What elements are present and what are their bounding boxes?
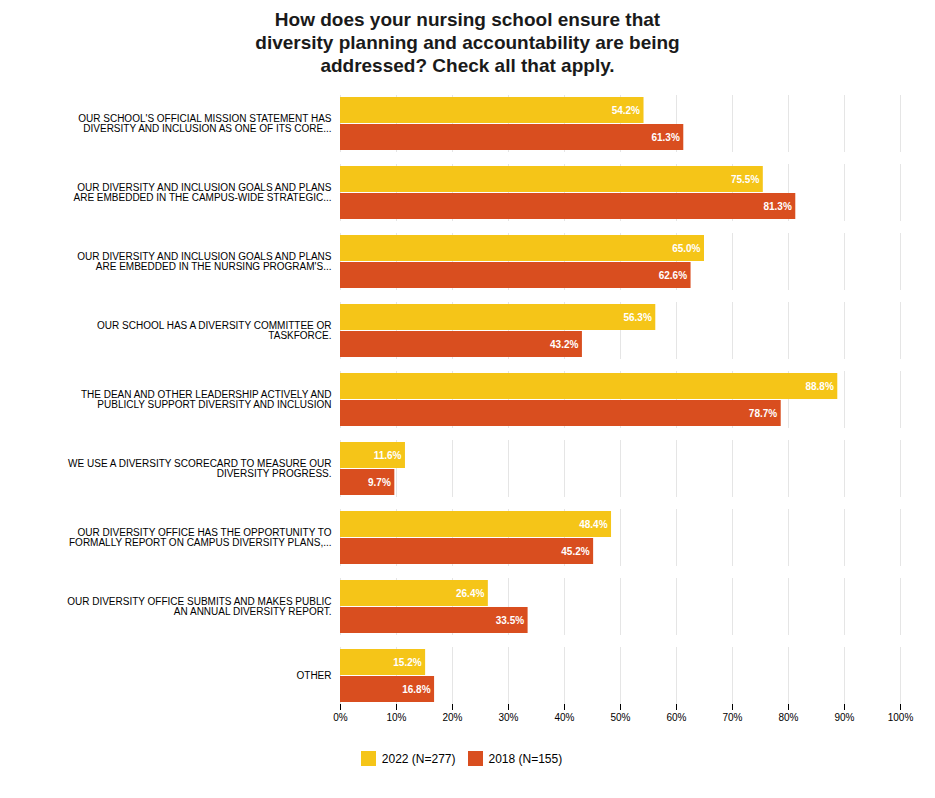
svg-text:0%: 0% [333, 712, 348, 723]
svg-text:20%: 20% [442, 712, 462, 723]
svg-text:100%: 100% [888, 712, 914, 723]
svg-text:56.3%: 56.3% [623, 312, 651, 323]
svg-text:70%: 70% [722, 712, 742, 723]
svg-text:81.3%: 81.3% [763, 201, 791, 212]
svg-text:78.7%: 78.7% [749, 408, 777, 419]
svg-text:65.0%: 65.0% [672, 243, 700, 254]
svg-text:OTHER: OTHER [297, 670, 332, 681]
svg-text:11.6%: 11.6% [374, 450, 402, 461]
svg-text:OUR SCHOOL HAS A DIVERSITY COM: OUR SCHOOL HAS A DIVERSITY COMMITTEE ORT… [97, 320, 331, 341]
html-text:2018 (N=155): 2018 (N=155) [488, 751, 563, 766]
svg-text:OUR DIVERSITY OFFICE HAS THE O: OUR DIVERSITY OFFICE HAS THE OPPORTUNITY… [69, 527, 332, 548]
svg-text:10%: 10% [386, 712, 406, 723]
svg-text:33.5%: 33.5% [496, 615, 524, 626]
svg-text:OUR SCHOOL'S OFFICIAL MISSION: OUR SCHOOL'S OFFICIAL MISSION STATEMENT … [78, 113, 332, 134]
svg-text:9.7%: 9.7% [368, 477, 391, 488]
html-text:How does your nursing school e: How does your nursing school ensure that… [255, 9, 680, 76]
svg-text:50%: 50% [610, 712, 630, 723]
svg-text:40%: 40% [554, 712, 574, 723]
svg-text:48.4%: 48.4% [579, 519, 607, 530]
svg-text:26.4%: 26.4% [456, 588, 484, 599]
svg-text:OUR DIVERSITY AND INCLUSION GO: OUR DIVERSITY AND INCLUSION GOALS AND PL… [77, 251, 332, 272]
svg-text:62.6%: 62.6% [659, 270, 687, 281]
svg-text:OUR DIVERSITY OFFICE SUBMITS A: OUR DIVERSITY OFFICE SUBMITS AND MAKES P… [67, 596, 331, 617]
svg-text:80%: 80% [778, 712, 798, 723]
svg-text:THE DEAN AND OTHER LEADERSHIP: THE DEAN AND OTHER LEADERSHIP ACTIVELY A… [81, 389, 332, 410]
svg-text:15.2%: 15.2% [393, 657, 421, 668]
svg-text:54.2%: 54.2% [612, 105, 640, 116]
svg-text:61.3%: 61.3% [651, 132, 679, 143]
svg-text:30%: 30% [498, 712, 518, 723]
svg-text:88.8%: 88.8% [805, 381, 833, 392]
svg-text:16.8%: 16.8% [402, 684, 430, 695]
svg-text:60%: 60% [666, 712, 686, 723]
html-text:2022 (N=277): 2022 (N=277) [381, 751, 456, 766]
svg-text:43.2%: 43.2% [550, 339, 578, 350]
svg-text:OUR DIVERSITY AND INCLUSION GO: OUR DIVERSITY AND INCLUSION GOALS AND PL… [74, 182, 332, 203]
svg-text:75.5%: 75.5% [731, 174, 759, 185]
svg-text:WE USE A DIVERSITY SCORECARD T: WE USE A DIVERSITY SCORECARD TO MEASURE … [68, 458, 331, 479]
svg-text:90%: 90% [834, 712, 854, 723]
svg-text:45.2%: 45.2% [561, 546, 589, 557]
